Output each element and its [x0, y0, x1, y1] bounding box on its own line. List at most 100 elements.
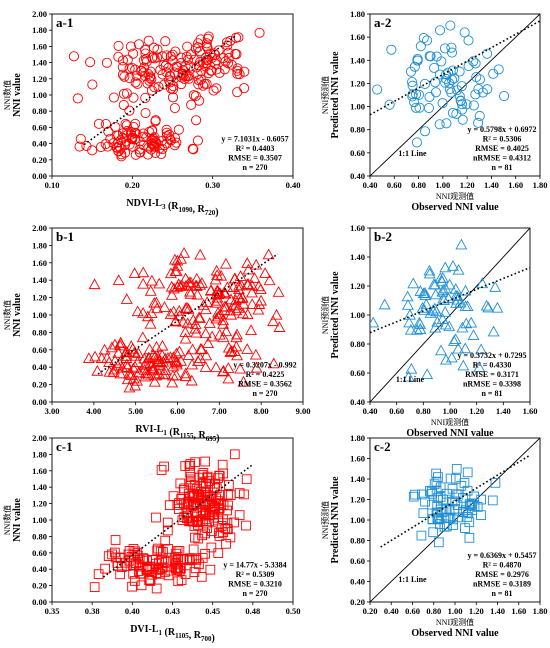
- y-axis-title-cn: NNI预测值: [320, 501, 330, 539]
- data-point: [129, 379, 142, 391]
- data-point: [245, 279, 258, 291]
- data-point: [451, 473, 461, 484]
- data-point: [139, 370, 152, 382]
- data-point: [459, 342, 472, 354]
- data-point: [459, 478, 470, 488]
- data-point: [167, 84, 179, 95]
- data-point: [193, 79, 204, 90]
- data-point: [101, 57, 112, 68]
- data-point: [217, 364, 230, 376]
- data-point: [199, 327, 212, 339]
- data-point: [146, 364, 159, 376]
- data-point: [169, 103, 180, 114]
- data-point: [222, 372, 235, 384]
- data-point: [188, 144, 199, 155]
- y-tick-label: 1.00: [32, 515, 47, 525]
- fit-line: [102, 463, 254, 578]
- data-point: [267, 315, 280, 327]
- data-point: [370, 316, 380, 328]
- data-point: [186, 343, 199, 355]
- data-point: [186, 358, 199, 370]
- plot-area: [370, 14, 540, 176]
- data-point: [191, 288, 204, 300]
- data-point: [223, 489, 233, 500]
- data-point: [88, 278, 101, 290]
- y-tick-label: 0.60: [32, 345, 47, 355]
- data-point: [236, 292, 249, 303]
- x-tick-label: 0.80: [416, 406, 431, 416]
- y-tick-label: 0.00: [32, 597, 47, 607]
- data-point: [87, 79, 98, 90]
- x-tick-label: 0.60: [405, 606, 420, 616]
- data-point: [236, 307, 249, 319]
- y-tick-label: 1.60: [32, 466, 47, 476]
- panel-label: c-1: [56, 439, 73, 454]
- data-point: [194, 343, 207, 354]
- stat-equation: y = 0.3732x + 0.7295: [457, 351, 526, 360]
- x-axis-title: Observed NNI value: [411, 628, 499, 639]
- data-point: [451, 293, 464, 305]
- x-tick-label: 1.80: [533, 606, 548, 616]
- data-point: [209, 482, 220, 493]
- data-point: [253, 298, 266, 309]
- data-point: [430, 305, 443, 317]
- data-point: [177, 68, 188, 79]
- data-point: [212, 310, 225, 322]
- y-axis-title: Predicted NNI value: [330, 51, 341, 139]
- panel-b-1: 3.00 4.00 5.00 6.00 7.00 8.00 9.00 0.00 0.20 0.40…: [2, 223, 310, 444]
- data-point: [225, 308, 238, 320]
- y-tick-label: 0.00: [32, 171, 47, 181]
- data-point: [173, 304, 186, 316]
- data-point: [424, 51, 435, 62]
- data-point: [151, 512, 161, 523]
- one-to-one-label: 1:1 Line: [396, 375, 425, 384]
- data-point: [217, 331, 230, 343]
- data-point: [112, 347, 125, 358]
- y-tick-label: 2.00: [32, 433, 47, 443]
- data-point: [140, 108, 151, 119]
- y-tick-label: 0.60: [32, 548, 47, 558]
- plot-area: [370, 438, 540, 602]
- data-point: [200, 456, 211, 467]
- data-point: [109, 338, 121, 350]
- y-tick-label: 1.60: [350, 223, 365, 233]
- y-tick-label: 0.60: [350, 148, 365, 158]
- data-point: [140, 92, 151, 103]
- data-point: [151, 583, 162, 594]
- data-point: [241, 257, 254, 268]
- x-tick-label: 0.30: [205, 180, 220, 190]
- data-point: [172, 278, 185, 290]
- data-point: [450, 289, 462, 301]
- x-tick-label: 1.00: [443, 406, 458, 416]
- data-point: [403, 316, 416, 328]
- data-point: [120, 293, 133, 304]
- data-point: [81, 140, 92, 151]
- data-point: [144, 75, 155, 86]
- data-point: [223, 52, 234, 64]
- data-point: [417, 489, 427, 500]
- data-point: [445, 473, 456, 484]
- data-point: [464, 533, 475, 543]
- data-point: [89, 582, 100, 592]
- data-point: [408, 491, 419, 502]
- data-point: [149, 141, 160, 152]
- data-point: [456, 321, 469, 333]
- data-point: [439, 519, 450, 530]
- data-point: [133, 366, 146, 378]
- data-point: [72, 93, 83, 104]
- data-point: [206, 542, 217, 553]
- data-point: [173, 124, 184, 135]
- data-point: [171, 137, 182, 148]
- data-point: [434, 119, 445, 130]
- data-point: [482, 301, 495, 313]
- data-point: [420, 496, 430, 507]
- data-point: [114, 367, 127, 379]
- data-point: [103, 365, 116, 377]
- data-point: [196, 66, 207, 77]
- data-point: [458, 507, 468, 518]
- data-point: [270, 308, 283, 320]
- data-point: [234, 488, 245, 498]
- data-point: [147, 362, 160, 373]
- data-point: [436, 313, 449, 324]
